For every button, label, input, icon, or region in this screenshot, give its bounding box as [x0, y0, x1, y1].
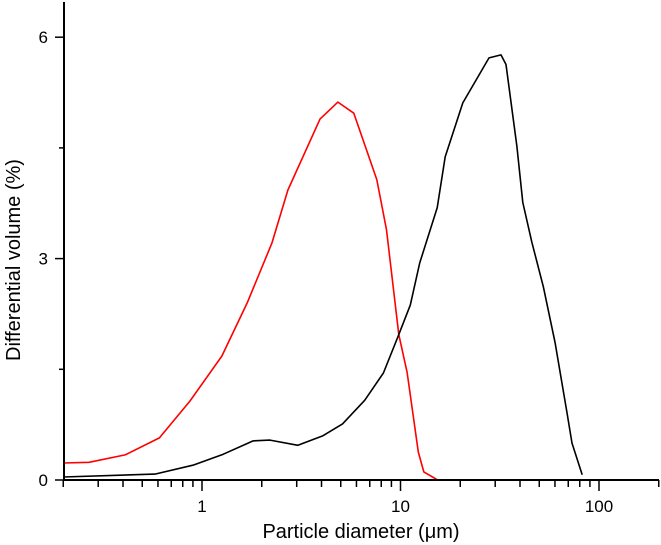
y-tick-label: 0	[39, 471, 48, 490]
x-tick-label: 1	[197, 497, 206, 516]
y-axis-label: Differential volume (%)	[3, 159, 25, 361]
y-tick-label: 3	[39, 250, 48, 269]
x-axis-ticks: 1 10 100	[62, 480, 660, 516]
x-axis-label: Particle diameter (μm)	[262, 521, 459, 543]
x-tick-label: 10	[391, 497, 410, 516]
axes: 1 10 100 0 3 6	[39, 2, 660, 516]
y-axis-ticks: 0 3 6	[39, 28, 64, 490]
x-tick-label: 100	[585, 497, 613, 516]
plot-area	[63, 54, 583, 481]
series-line-black	[63, 54, 583, 478]
series-line-red	[63, 101, 439, 481]
y-tick-label: 6	[39, 28, 48, 47]
